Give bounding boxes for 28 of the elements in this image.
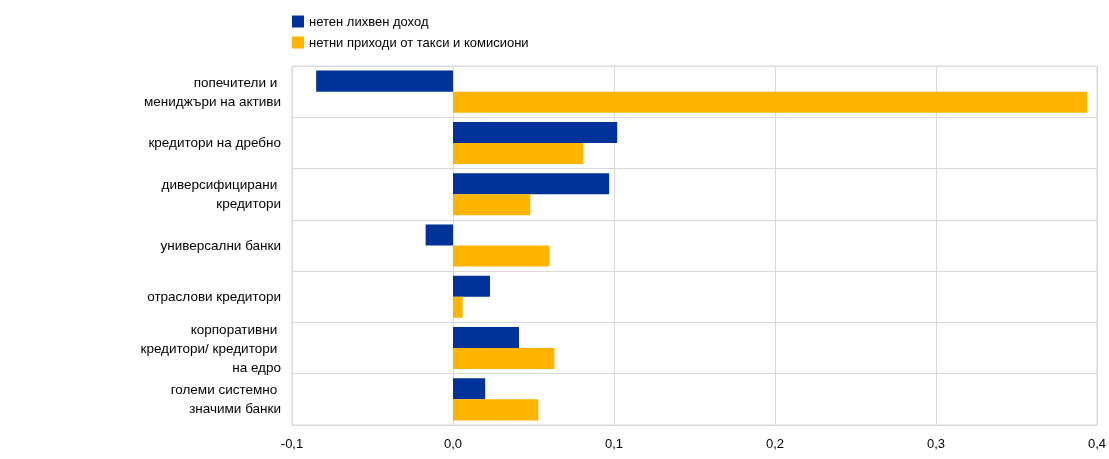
legend-label: нетен лихвен доход (309, 14, 429, 29)
y-tick-label: диверсифицирани кредитори (161, 177, 281, 212)
bar (452, 173, 610, 195)
x-tick-label: 0,4 (1087, 436, 1106, 451)
x-tick-label: 0,3 (926, 436, 946, 451)
bar (425, 224, 453, 246)
bar (452, 245, 550, 267)
bar (452, 142, 584, 164)
bar (452, 296, 463, 318)
x-tick-label: 0,0 (443, 436, 463, 451)
bar (452, 327, 519, 349)
bar (452, 399, 539, 421)
x-tick-label: 0,1 (604, 436, 624, 451)
bar (452, 348, 555, 370)
bar (452, 378, 486, 400)
bar (452, 91, 1088, 113)
y-tick-label: универсални банки (160, 238, 281, 253)
x-tick-label: 0,2 (765, 436, 785, 451)
legend-label: нетни приходи от такси и комисиони (309, 35, 529, 50)
bar (452, 194, 531, 216)
bar (452, 121, 618, 143)
x-tick-label: -0,1 (280, 436, 304, 451)
y-tick-label: големи системно значими банки (170, 382, 281, 417)
bar (316, 70, 453, 92)
y-tick-label: попечители и мениджъри на активи (144, 74, 281, 109)
y-tick-label: кредитори на дребно (148, 135, 281, 151)
bar (452, 275, 491, 297)
y-tick-label: отраслови кредитори (147, 289, 281, 305)
